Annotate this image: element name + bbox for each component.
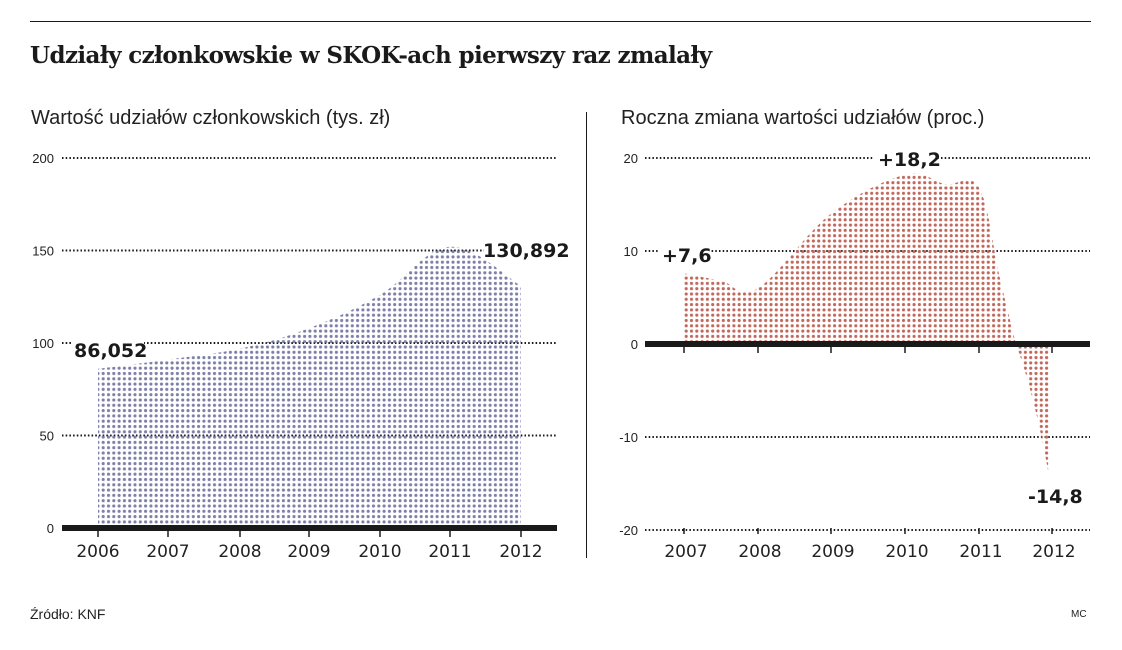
x-tick-label: 2008 [738, 542, 781, 562]
x-tick-label: 2009 [811, 542, 854, 562]
author-initials: MC [1071, 609, 1087, 620]
change-area-positive [684, 173, 1016, 344]
y-tick-label: -10 [619, 430, 638, 445]
x-tick-label: 2011 [959, 542, 1002, 562]
x-tick-label: 2011 [428, 542, 471, 562]
y-tick-label: 50 [40, 429, 54, 444]
x-axis [62, 525, 557, 531]
y-tick-label: 0 [631, 337, 638, 352]
left-chart-title: Wartość udziałów członkowskich (tys. zł) [31, 107, 391, 129]
x-tick-label: 2009 [287, 542, 330, 562]
zero-axis [645, 341, 1090, 347]
annotation-2012: 130,892 [483, 240, 570, 262]
y-tick-label: 200 [32, 151, 54, 166]
left-chart: 0 50 100 150 200 2006 2007 2008 2009 2010 2011 2012… [32, 151, 569, 562]
y-tick-label: 150 [32, 244, 54, 259]
annotation-2012: -14,8 [1028, 486, 1083, 508]
annotation-2010: +18,2 [878, 149, 941, 171]
chart-divider [586, 112, 587, 558]
change-area-negative [1016, 344, 1050, 482]
x-tick-label: 2006 [76, 542, 119, 562]
y-tick-label: 20 [624, 151, 638, 166]
x-tick-label: 2007 [146, 542, 189, 562]
y-tick-label: 100 [32, 336, 54, 351]
source-note: Źródło: KNF [30, 606, 106, 622]
x-tick-label: 2008 [218, 542, 261, 562]
right-chart-title: Roczna zmiana wartości udziałów (proc.) [621, 107, 985, 129]
x-tick-label: 2010 [885, 542, 928, 562]
x-tick-label: 2007 [664, 542, 707, 562]
x-tick-label: 2010 [358, 542, 401, 562]
annotation-2007: +7,6 [662, 245, 712, 267]
annotation-2006: 86,052 [74, 340, 147, 362]
top-rule [30, 21, 1091, 22]
x-tick-label: 2012 [499, 542, 542, 562]
page-title: Udziały członkowskie w SKOK-ach pierwszy… [30, 42, 712, 69]
x-tick-label: 2012 [1032, 542, 1075, 562]
y-tick-label: 0 [47, 521, 54, 536]
y-tick-label: 10 [624, 244, 638, 259]
value-area [98, 246, 521, 528]
y-tick-label: -20 [619, 523, 638, 538]
